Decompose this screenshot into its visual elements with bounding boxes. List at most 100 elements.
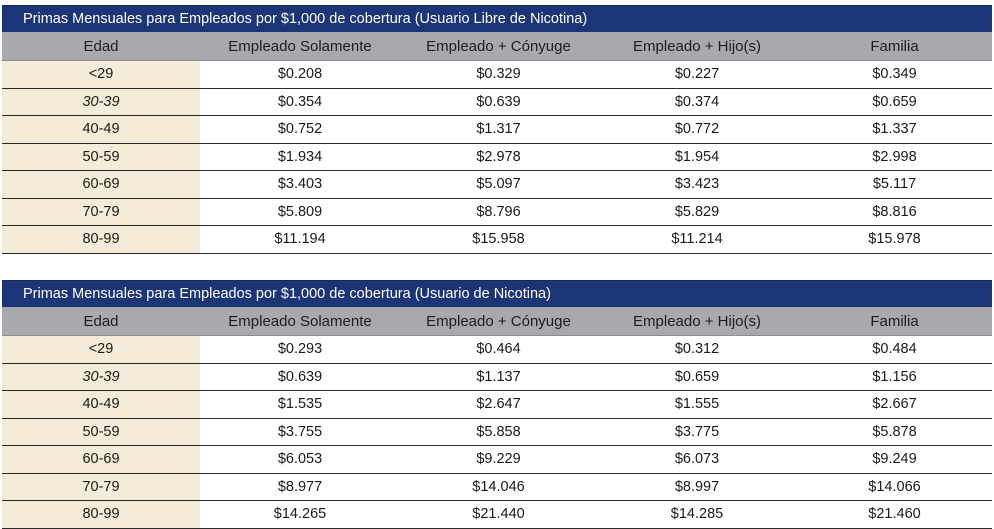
rate-cell: $0.772 [674, 121, 720, 138]
rate-cell: $11.214 [671, 231, 723, 248]
rate-cell: $3.403 [277, 176, 323, 193]
table-row: 50-59 $3.755 $5.858 $3.775 $5.878 [2, 418, 992, 446]
rate-cell: $21.460 [868, 506, 921, 523]
rate-cell: $9.249 [872, 451, 917, 468]
rate-cell: $5.858 [476, 423, 521, 440]
age-cell: <29 [2, 336, 200, 363]
header-familia: Familia [870, 37, 919, 55]
rate-cell: $0.293 [277, 341, 323, 358]
rate-cell: $0.639 [476, 93, 521, 110]
rate-cell: $2.998 [872, 148, 917, 165]
rate-cell: $0.349 [872, 66, 917, 83]
header-edad: Edad [83, 37, 119, 55]
age-cell: 30-39 [2, 363, 200, 390]
rate-cell: $0.659 [872, 93, 917, 110]
rate-cell: $5.829 [674, 203, 720, 220]
table-row: 70-79 $5.809 $8.796 $5.829 $8.816 [2, 198, 992, 226]
rate-cell: $14.285 [670, 506, 724, 523]
header-empleado-hijos: Empleado + Hijo(s) [633, 312, 761, 330]
age-cell: 50-59 [2, 143, 200, 170]
rate-cell: $1.137 [476, 368, 521, 385]
header-empleado-conyuge: Empleado + Cónyuge [426, 37, 571, 55]
rate-cell: $0.329 [476, 66, 521, 83]
rate-cell: $1.555 [674, 396, 720, 413]
rate-cell: $0.374 [674, 93, 720, 110]
age-cell: 60-69 [2, 171, 200, 198]
table-row: 30-39 $0.639 $1.137 $0.659 $1.156 [2, 363, 992, 391]
rate-cell: $2.978 [476, 148, 521, 165]
table-row: <29 $0.208 $0.329 $0.227 $0.349 [2, 61, 992, 89]
table-header-row: Edad Empleado Solamente Empleado + Cónyu… [2, 307, 992, 336]
rate-cell: $8.997 [674, 478, 720, 495]
age-cell: 80-99 [2, 226, 200, 253]
rate-cell: $21.440 [472, 506, 525, 523]
premium-table-nicotine: Primas Mensuales para Empleados por $1,0… [2, 280, 992, 529]
rate-cell: $0.639 [277, 368, 323, 385]
table-header-row: Edad Empleado Solamente Empleado + Cónyu… [2, 32, 992, 61]
rate-cell: $6.053 [277, 451, 323, 468]
rate-cell: $0.227 [674, 66, 720, 83]
rate-cell: $0.752 [277, 121, 323, 138]
rate-cell: $2.647 [476, 396, 521, 413]
rate-cell: $15.958 [472, 231, 525, 248]
table-row: 60-69 $3.403 $5.097 $3.423 $5.117 [2, 171, 992, 199]
rate-cell: $0.659 [674, 368, 720, 385]
table-row: 80-99 $14.265 $21.440 $14.285 $21.460 [2, 501, 992, 529]
age-cell: <29 [2, 61, 200, 88]
rate-cell: $1.954 [674, 148, 720, 165]
rate-cell: $6.073 [674, 451, 720, 468]
table-row: 50-59 $1.934 $2.978 $1.954 $2.998 [2, 143, 992, 171]
rate-cell: $14.046 [472, 478, 525, 495]
header-empleado-solamente: Empleado Solamente [228, 37, 372, 55]
rate-cell: $5.878 [872, 423, 917, 440]
header-empleado-conyuge: Empleado + Cónyuge [426, 312, 571, 330]
age-cell: 40-49 [2, 391, 200, 418]
header-edad: Edad [83, 312, 119, 330]
rate-cell: $1.337 [872, 121, 917, 138]
age-cell: 70-79 [2, 198, 200, 225]
rate-cell: $3.775 [674, 423, 720, 440]
age-cell: 40-49 [2, 116, 200, 143]
table-title: Primas Mensuales para Empleados por $1,0… [2, 5, 992, 32]
table-row: 60-69 $6.053 $9.229 $6.073 $9.249 [2, 446, 992, 474]
rate-cell: $8.796 [476, 203, 521, 220]
table-row: 30-39 $0.354 $0.639 $0.374 $0.659 [2, 88, 992, 116]
table-row: 40-49 $1.535 $2.647 $1.555 $2.667 [2, 391, 992, 419]
table-row: 70-79 $8.977 $14.046 $8.997 $14.066 [2, 473, 992, 501]
rate-cell: $5.809 [277, 203, 323, 220]
rate-cell: $1.934 [277, 148, 323, 165]
rate-cell: $14.066 [868, 478, 921, 495]
rate-cell: $1.317 [476, 121, 521, 138]
rate-cell: $0.484 [872, 341, 917, 358]
table-row: <29 $0.293 $0.464 $0.312 $0.484 [2, 336, 992, 364]
age-cell: 80-99 [2, 501, 200, 528]
age-cell: 30-39 [2, 88, 200, 115]
header-familia: Familia [870, 312, 919, 330]
rate-cell: $5.097 [476, 176, 521, 193]
rate-cell: $5.117 [872, 176, 917, 193]
header-empleado-solamente: Empleado Solamente [228, 312, 372, 330]
rate-cell: $3.755 [277, 423, 323, 440]
rate-cell: $1.156 [872, 368, 917, 385]
rate-cell: $0.464 [476, 341, 521, 358]
header-empleado-hijos: Empleado + Hijo(s) [633, 37, 761, 55]
rate-cell: $0.354 [277, 93, 323, 110]
rate-cell: $9.229 [476, 451, 521, 468]
table-row: 80-99 $11.194 $15.958 $11.214 $15.978 [2, 226, 992, 254]
rate-cell: $1.535 [277, 396, 323, 413]
rate-cell: $8.816 [872, 203, 917, 220]
rate-cell: $0.208 [277, 66, 323, 83]
rate-cell: $0.312 [674, 341, 720, 358]
table-title: Primas Mensuales para Empleados por $1,0… [2, 280, 992, 307]
rate-cell: $8.977 [277, 478, 323, 495]
table-row: 40-49 $0.752 $1.317 $0.772 $1.337 [2, 116, 992, 144]
age-cell: 60-69 [2, 446, 200, 473]
rate-cell: $11.194 [274, 231, 326, 248]
age-cell: 50-59 [2, 418, 200, 445]
age-cell: 70-79 [2, 473, 200, 500]
rate-cell: $15.978 [868, 231, 921, 248]
rate-cell: $14.265 [273, 506, 327, 523]
premium-table-non-nicotine: Primas Mensuales para Empleados por $1,0… [2, 5, 992, 254]
rate-cell: $2.667 [872, 396, 917, 413]
rate-cell: $3.423 [674, 176, 720, 193]
